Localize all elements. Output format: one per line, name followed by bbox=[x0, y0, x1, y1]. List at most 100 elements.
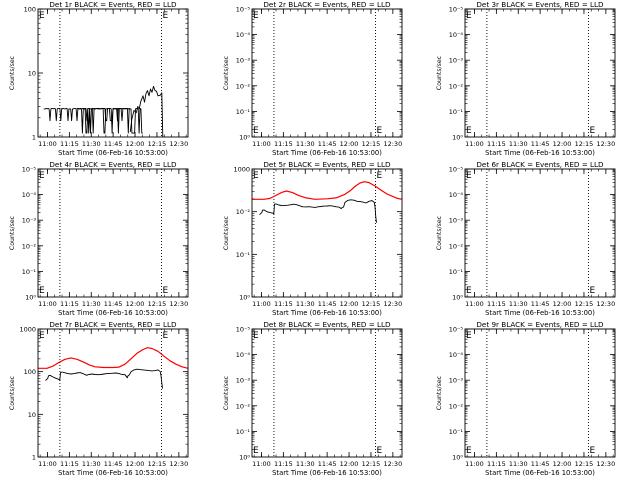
y-tick-label: 10⁰ bbox=[25, 294, 36, 302]
x-tick-label: 12:15 bbox=[362, 460, 381, 468]
y-tick-label: 10 bbox=[28, 411, 36, 419]
marker-label-e: E bbox=[376, 126, 382, 136]
y-tick-label: 10⁻⁴ bbox=[236, 351, 251, 359]
y-tick-label: 10⁻² bbox=[22, 242, 37, 250]
y-axis-label: Counts/sec bbox=[9, 55, 16, 90]
plot-title: Det 3r BLACK = Events, RED = LLD bbox=[476, 0, 604, 9]
y-axis-label: Counts/sec bbox=[436, 55, 443, 90]
x-axis-label: Start Time (06-Feb-16 10:53:00) bbox=[58, 469, 168, 477]
x-tick-label: 11:45 bbox=[104, 140, 123, 148]
x-tick-label: 11:30 bbox=[509, 460, 528, 468]
x-tick-label: 11:15 bbox=[60, 300, 79, 308]
y-tick-label: 100 bbox=[24, 6, 36, 14]
x-tick-label: 11:00 bbox=[252, 460, 271, 468]
y-tick-label: 10 bbox=[28, 70, 36, 78]
x-tick-label: 11:30 bbox=[296, 460, 315, 468]
marker-label-e: E bbox=[376, 171, 382, 181]
x-tick-label: 11:15 bbox=[274, 140, 293, 148]
plot-frame bbox=[37, 168, 189, 298]
x-tick-label: 12:00 bbox=[126, 460, 145, 468]
detector-panel: Det 8r BLACK = Events, RED = LLD Counts/s… bbox=[223, 320, 403, 477]
x-tick-label: 11:30 bbox=[82, 140, 101, 148]
x-tick-label: 12:30 bbox=[596, 460, 615, 468]
plot-title: Det 1r BLACK = Events, RED = LLD bbox=[49, 0, 177, 9]
y-tick-label: 10⁻⁴ bbox=[449, 191, 464, 199]
marker-label-e: E bbox=[39, 331, 45, 341]
y-tick-label: 10⁻³ bbox=[449, 377, 464, 385]
y-tick-label: 1000 bbox=[19, 326, 36, 334]
plot-title: Det 5r BLACK = Events, RED = LLD bbox=[263, 160, 391, 169]
marker-label-e: E bbox=[253, 331, 259, 341]
y-tick-label: 10⁻⁵ bbox=[449, 166, 464, 174]
y-tick-label: 10⁰ bbox=[239, 294, 250, 302]
y-tick-label: 10⁰ bbox=[452, 134, 463, 142]
x-tick-label: 11:00 bbox=[38, 460, 57, 468]
y-tick-label: 10⁻¹ bbox=[236, 108, 251, 116]
x-tick-label: 11:00 bbox=[465, 140, 484, 148]
x-tick-label: 11:45 bbox=[104, 460, 123, 468]
x-tick-label: 11:45 bbox=[104, 300, 123, 308]
detector-panel: Det 5r BLACK = Events, RED = LLD Counts/s… bbox=[223, 160, 403, 317]
x-tick-label: 11:15 bbox=[487, 300, 506, 308]
y-tick-label: 10⁻³ bbox=[449, 57, 464, 65]
marker-label-e: E bbox=[162, 331, 168, 341]
y-axis-label: Counts/sec bbox=[436, 215, 443, 250]
x-tick-label: 11:45 bbox=[531, 140, 550, 148]
marker-label-e: E bbox=[253, 11, 259, 21]
x-tick-label: 12:15 bbox=[575, 300, 594, 308]
x-tick-label: 11:45 bbox=[318, 300, 337, 308]
y-tick-label: 10⁻¹ bbox=[449, 268, 464, 276]
x-axis-label: Start Time (06-Feb-16 10:53:00) bbox=[485, 309, 595, 317]
x-tick-label: 11:30 bbox=[82, 300, 101, 308]
y-tick-label: 1 bbox=[32, 134, 36, 142]
y-tick-label: 10⁻⁵ bbox=[236, 6, 251, 14]
y-tick-label: 10⁻² bbox=[449, 402, 464, 410]
y-tick-label: 10⁻² bbox=[236, 208, 251, 216]
lld-series-line bbox=[38, 347, 189, 369]
x-tick-label: 11:30 bbox=[296, 300, 315, 308]
plot-frame bbox=[37, 8, 189, 138]
y-tick-label: 10⁻⁴ bbox=[236, 31, 251, 39]
marker-label-e: E bbox=[162, 286, 168, 296]
x-tick-label: 11:00 bbox=[465, 300, 484, 308]
x-axis-label: Start Time (06-Feb-16 10:53:00) bbox=[272, 149, 382, 157]
y-tick-label: 10⁻⁵ bbox=[22, 166, 37, 174]
plot-title: Det 2r BLACK = Events, RED = LLD bbox=[263, 0, 391, 9]
y-axis-label: Counts/sec bbox=[9, 375, 16, 410]
plot-frame bbox=[464, 168, 616, 298]
x-tick-label: 11:15 bbox=[487, 460, 506, 468]
x-axis-label: Start Time (06-Feb-16 10:53:00) bbox=[485, 469, 595, 477]
x-tick-label: 12:30 bbox=[169, 460, 188, 468]
marker-label-e: E bbox=[376, 446, 382, 456]
x-tick-label: 12:30 bbox=[383, 460, 402, 468]
y-tick-label: 10⁻¹ bbox=[236, 428, 251, 436]
plot-frame bbox=[464, 328, 616, 458]
events-series-line bbox=[77, 107, 143, 134]
y-axis-label: Counts/sec bbox=[9, 215, 16, 250]
x-tick-label: 11:45 bbox=[531, 300, 550, 308]
x-tick-label: 12:15 bbox=[575, 140, 594, 148]
x-tick-label: 12:30 bbox=[596, 140, 615, 148]
x-tick-label: 12:15 bbox=[148, 460, 167, 468]
plot-title: Det 7r BLACK = Events, RED = LLD bbox=[49, 320, 177, 329]
x-tick-label: 12:00 bbox=[340, 300, 359, 308]
events-series-line bbox=[45, 368, 163, 389]
x-tick-label: 12:15 bbox=[362, 300, 381, 308]
detector-panel: Det 6r BLACK = Events, RED = LLD Counts/s… bbox=[436, 160, 616, 317]
y-tick-label: 10⁻⁴ bbox=[449, 351, 464, 359]
x-tick-label: 11:30 bbox=[82, 460, 101, 468]
x-tick-label: 12:30 bbox=[383, 300, 402, 308]
y-tick-label: 10⁰ bbox=[452, 294, 463, 302]
y-tick-label: 10⁻⁴ bbox=[449, 31, 464, 39]
x-tick-label: 12:00 bbox=[340, 140, 359, 148]
y-tick-label: 10⁻¹ bbox=[449, 108, 464, 116]
detector-panel: Det 7r BLACK = Events, RED = LLD Counts/s… bbox=[9, 320, 189, 477]
plot-frame bbox=[251, 8, 403, 138]
marker-label-e: E bbox=[466, 126, 472, 136]
marker-label-e: E bbox=[466, 286, 472, 296]
plot-title: Det 8r BLACK = Events, RED = LLD bbox=[263, 320, 391, 329]
x-tick-label: 12:15 bbox=[148, 140, 167, 148]
x-tick-label: 12:00 bbox=[126, 300, 145, 308]
x-tick-label: 12:00 bbox=[553, 460, 572, 468]
